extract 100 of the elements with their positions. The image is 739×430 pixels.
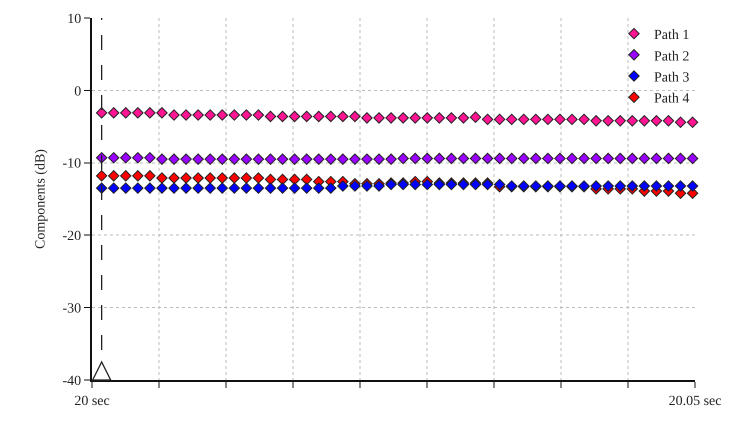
point <box>240 182 252 194</box>
point <box>276 110 288 122</box>
point <box>614 152 626 164</box>
point <box>252 109 264 121</box>
point <box>144 152 156 164</box>
point <box>180 109 192 121</box>
point <box>192 109 204 121</box>
point <box>168 172 180 184</box>
point <box>434 112 446 124</box>
point <box>518 152 530 164</box>
point <box>252 172 264 184</box>
point <box>132 182 144 194</box>
legend-label: Path 4 <box>654 92 690 107</box>
point <box>337 110 349 122</box>
point <box>108 182 120 194</box>
point <box>288 153 300 165</box>
point <box>313 182 324 194</box>
point <box>337 153 349 165</box>
point <box>192 153 204 165</box>
point <box>410 178 421 190</box>
point <box>288 110 300 122</box>
legend-label: Path 2 <box>654 49 690 64</box>
point <box>554 152 566 164</box>
point <box>108 152 120 164</box>
y-tick-label: -20 <box>62 229 82 244</box>
point <box>674 116 686 128</box>
point <box>337 180 349 192</box>
point <box>96 170 108 182</box>
point <box>494 152 506 164</box>
point <box>168 109 180 121</box>
point <box>325 182 336 194</box>
point <box>108 170 120 182</box>
point <box>156 172 168 184</box>
point <box>313 110 324 122</box>
point <box>216 172 228 184</box>
point <box>120 182 132 194</box>
point <box>385 112 397 124</box>
point <box>204 172 216 184</box>
point <box>650 115 662 127</box>
point <box>638 180 650 192</box>
point <box>300 153 312 165</box>
point <box>578 114 590 126</box>
x-tick-label: 20 sec <box>74 394 110 409</box>
point <box>373 180 385 192</box>
point <box>494 114 506 126</box>
point <box>626 180 638 192</box>
y-tick-label: -10 <box>62 156 82 172</box>
point <box>397 112 409 124</box>
x-tick-label: 20.05 sec <box>668 394 722 409</box>
point <box>96 107 108 119</box>
point <box>264 110 276 122</box>
point <box>650 152 662 164</box>
point <box>108 107 120 119</box>
point <box>132 107 144 119</box>
point <box>458 112 470 124</box>
point <box>349 180 361 192</box>
point <box>434 152 446 164</box>
point <box>602 180 614 192</box>
point <box>506 114 518 126</box>
point <box>542 114 554 126</box>
point <box>446 112 458 124</box>
point <box>300 110 312 122</box>
point <box>144 107 156 119</box>
point <box>518 114 530 126</box>
point <box>626 152 638 164</box>
point <box>662 152 674 164</box>
point <box>361 112 373 124</box>
point <box>674 180 686 192</box>
point <box>228 109 240 121</box>
point <box>410 112 421 124</box>
y-axis-title: Components (dB) <box>34 148 49 249</box>
point <box>252 182 264 194</box>
y-tick-label: -30 <box>62 302 82 316</box>
point <box>530 152 542 164</box>
point <box>204 182 216 194</box>
point <box>180 182 192 194</box>
point <box>578 152 590 164</box>
point <box>276 174 288 186</box>
point <box>446 152 458 164</box>
point <box>361 153 373 165</box>
point <box>686 180 698 192</box>
point <box>204 109 216 121</box>
point <box>313 153 324 165</box>
point <box>180 153 192 165</box>
point <box>120 152 132 164</box>
point <box>602 152 614 164</box>
point <box>422 178 433 190</box>
point <box>180 172 192 184</box>
point <box>662 115 674 127</box>
point <box>530 114 542 126</box>
point <box>228 172 240 184</box>
point <box>482 152 494 164</box>
point <box>156 182 168 194</box>
point <box>156 153 168 165</box>
point <box>216 109 228 121</box>
point <box>361 180 373 192</box>
point <box>397 152 409 164</box>
point <box>349 153 361 165</box>
point <box>614 180 626 192</box>
point <box>288 174 300 186</box>
